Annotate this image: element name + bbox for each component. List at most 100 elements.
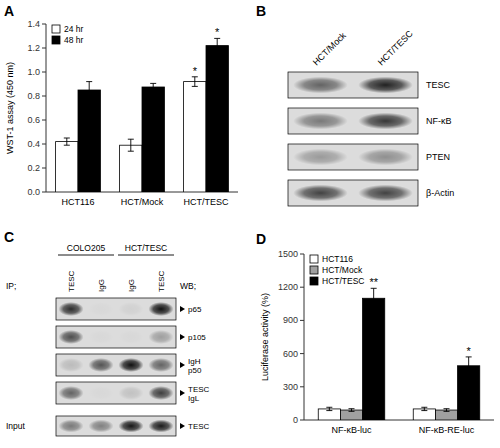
y-tick-label: 1200 — [278, 282, 298, 292]
legend-label: HCT116 — [322, 254, 353, 264]
blot-band — [88, 330, 113, 344]
y-tick-label: 1.4 — [27, 19, 40, 29]
error-cap — [444, 408, 450, 409]
legend-swatch — [52, 25, 60, 33]
error-cap — [150, 90, 156, 91]
error-line — [424, 407, 425, 410]
blot-band — [88, 420, 113, 433]
significance-star: * — [467, 345, 472, 357]
error-cap — [64, 145, 70, 146]
y-tick-label: 0.4 — [27, 139, 40, 149]
blot-band — [358, 113, 413, 130]
lane-label: TESC — [157, 270, 166, 292]
y-tick-label: 0.8 — [27, 91, 40, 101]
text-line: IgL — [188, 393, 200, 402]
blot-band — [118, 386, 143, 400]
blot-band — [118, 420, 143, 433]
y-tick — [300, 353, 304, 354]
blot-band — [88, 386, 113, 400]
text-line: IgH — [188, 356, 201, 365]
blot-band — [88, 358, 113, 372]
y-tick-label: 0.6 — [27, 115, 40, 125]
error-cap — [150, 83, 156, 84]
row-label: p105 — [188, 333, 206, 342]
y-tick-label: 0.0 — [27, 187, 40, 197]
y-tick-label: 600 — [283, 349, 298, 359]
text-line: TESC — [188, 384, 210, 393]
blot-band — [358, 149, 413, 166]
blot-panel: HCT/MockHCT/TESCTESCNF-κBPTENβ-Actin — [288, 28, 454, 206]
panel-label: C — [4, 229, 14, 245]
y-axis — [304, 254, 305, 420]
figure: A0.00.20.40.60.81.01.21.4WST-1 assay (45… — [0, 0, 500, 448]
ip-label: IP; — [6, 281, 16, 291]
y-tick-label: 300 — [283, 382, 298, 392]
blot-row — [56, 326, 176, 348]
y-tick — [42, 168, 46, 169]
error-cap — [64, 138, 70, 139]
bar-chart: 030060090012001500Luciferase activity (%… — [260, 249, 494, 435]
y-tick — [42, 120, 46, 121]
blot-band — [58, 302, 83, 316]
blot-band — [148, 358, 173, 372]
y-tick — [42, 192, 46, 193]
error-bar — [86, 82, 92, 99]
y-tick-label: 1500 — [278, 249, 298, 259]
row-arrow — [180, 423, 185, 429]
row-label: TESC — [188, 422, 210, 431]
blot-band — [58, 330, 83, 344]
blot-band — [118, 330, 143, 344]
legend-swatch — [310, 277, 318, 285]
row-arrow — [180, 362, 185, 368]
lane-label: IgG — [127, 279, 136, 292]
y-tick — [300, 386, 304, 387]
error-line — [89, 82, 90, 99]
error-bar — [150, 83, 156, 90]
legend: 24 hr48 hr — [52, 24, 84, 45]
x-tick-label: HCT/Mock — [121, 197, 164, 207]
y-tick — [42, 144, 46, 145]
panel-label: D — [256, 231, 266, 247]
blot-band — [118, 302, 143, 316]
bar — [206, 46, 228, 192]
error-line — [373, 288, 374, 308]
lane-label: IgG — [97, 279, 106, 292]
row-label: TESCIgL — [188, 384, 210, 402]
error-cap — [86, 81, 92, 82]
blot-band — [118, 358, 143, 372]
blot-row — [56, 354, 176, 376]
blot-row — [56, 416, 176, 436]
row-arrow — [180, 334, 185, 340]
blot-band — [293, 113, 348, 130]
bars — [56, 38, 229, 192]
x-tick-label: NF-κB-luc — [332, 425, 372, 435]
y-tick — [42, 48, 46, 49]
y-tick — [300, 287, 304, 288]
blot-band — [358, 185, 413, 202]
error-cap — [444, 411, 450, 412]
bar — [413, 409, 435, 420]
error-line — [217, 38, 218, 52]
row-label: PTEN — [426, 152, 450, 162]
legend-label: HCT/Mock — [322, 265, 363, 275]
y-tick-label: 0.2 — [27, 163, 40, 173]
bar — [56, 142, 78, 192]
error-cap — [466, 374, 472, 375]
blot-background — [288, 144, 418, 170]
y-tick — [300, 320, 304, 321]
bar — [78, 90, 100, 192]
bar — [340, 410, 362, 420]
blot-band — [58, 358, 83, 372]
y-tick-label: 1.2 — [27, 43, 40, 53]
y-tick — [42, 24, 46, 25]
y-tick — [300, 420, 304, 421]
wb-label: WB; — [180, 281, 196, 291]
lane-label: TESC — [67, 270, 76, 292]
blot-band — [358, 77, 413, 94]
error-bar — [349, 409, 355, 412]
blot-band — [293, 149, 348, 166]
significance-star: * — [193, 65, 198, 77]
legend-swatch — [310, 255, 318, 263]
blot-band — [88, 302, 113, 316]
blot-band — [58, 420, 83, 433]
